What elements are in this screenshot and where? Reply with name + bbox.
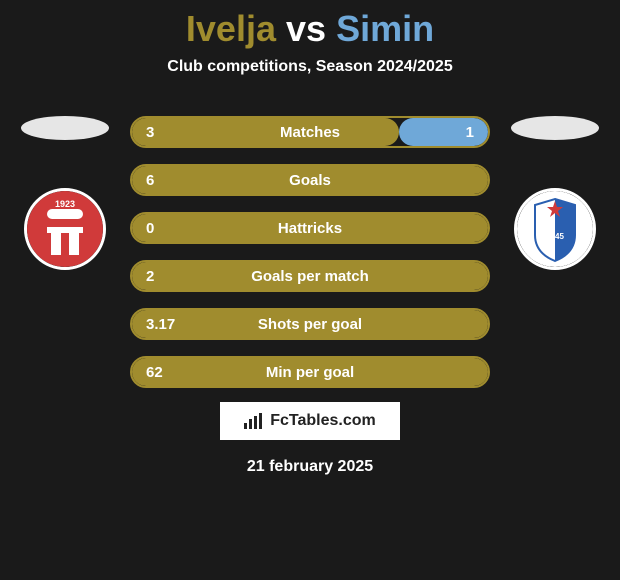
stat-bar: 0Hattricks <box>130 212 490 244</box>
stat-label: Min per goal <box>132 364 488 381</box>
stat-bar: 31Matches <box>130 116 490 148</box>
left-club-year: 1923 <box>55 199 75 209</box>
footer-date: 21 february 2025 <box>247 458 373 476</box>
left-side: 1923 <box>20 116 110 270</box>
stat-bar: 6Goals <box>130 164 490 196</box>
stat-label: Goals <box>132 172 488 189</box>
stat-label: Goals per match <box>132 268 488 285</box>
stat-label: Hattricks <box>132 220 488 237</box>
stat-bar: 2Goals per match <box>130 260 490 292</box>
left-oval <box>21 116 109 140</box>
player1-name: Ivelja <box>186 8 276 49</box>
stats-column: 31Matches 6Goals 0Hattricks 2Goals per matc… <box>130 116 490 388</box>
right-oval <box>511 116 599 140</box>
right-side: 1945 <box>510 116 600 270</box>
stat-bar: 3.17Shots per goal <box>130 308 490 340</box>
vs-text: vs <box>286 8 326 49</box>
comparison-container: Ivelja vs Simin Club competitions, Seaso… <box>0 0 620 580</box>
left-club-badge: 1923 <box>24 188 106 270</box>
stat-bar: 62Min per goal <box>130 356 490 388</box>
site-name: FcTables.com <box>270 412 376 430</box>
right-club-year: 1945 <box>546 232 564 241</box>
chart-icon <box>244 413 264 429</box>
site-badge: FcTables.com <box>220 402 400 440</box>
subtitle: Club competitions, Season 2024/2025 <box>167 58 452 76</box>
left-club-icon: 1923 <box>27 191 103 267</box>
right-club-icon: 1945 <box>517 191 593 267</box>
right-club-badge: 1945 <box>514 188 596 270</box>
stat-label: Shots per goal <box>132 316 488 333</box>
main-row: 1923 31Matches 6Goals 0Hattricks 2Goals per… <box>0 116 620 388</box>
stat-label: Matches <box>132 124 488 141</box>
page-title: Ivelja vs Simin <box>186 8 434 50</box>
player2-name: Simin <box>336 8 434 49</box>
